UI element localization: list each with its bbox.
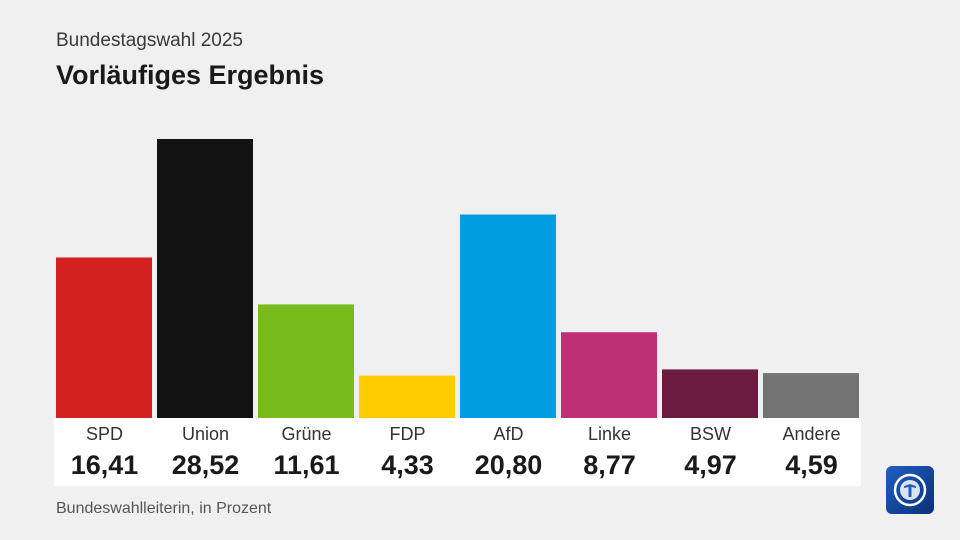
value-label-fdp: 4,33 <box>381 450 434 480</box>
bar-afd <box>460 214 556 418</box>
category-label-union: Union <box>181 424 230 444</box>
bar-union <box>157 139 253 418</box>
source-note: Bundeswahlleiterin, in Prozent <box>56 500 272 517</box>
value-label-bsw: 4,97 <box>684 450 737 480</box>
value-label-linke: 8,77 <box>583 450 636 480</box>
label-panel <box>54 418 861 486</box>
category-label-bsw: BSW <box>689 424 731 444</box>
category-label-andere: Andere <box>782 424 841 444</box>
value-label-union: 28,52 <box>171 450 240 480</box>
bar-bsw <box>662 369 758 418</box>
bar-linke <box>561 332 657 418</box>
bar-fdp <box>359 375 455 418</box>
value-label-gr-ne: 11,61 <box>273 450 340 480</box>
bar-andere <box>763 373 859 418</box>
category-label-afd: AfD <box>493 424 524 444</box>
bar-spd <box>56 257 152 418</box>
bar-gr-ne <box>258 304 354 418</box>
chart-subtitle: Bundestagswahl 2025 <box>56 30 243 51</box>
chart-title: Vorläufiges Ergebnis <box>56 60 325 90</box>
category-label-spd: SPD <box>85 424 123 444</box>
value-label-andere: 4,59 <box>785 450 838 480</box>
category-label-fdp: FDP <box>389 424 426 444</box>
category-label-gr-ne: Grüne <box>281 424 332 444</box>
category-label-linke: Linke <box>587 424 632 444</box>
tagesschau-logo-icon <box>886 466 934 514</box>
value-label-spd: 16,41 <box>70 450 139 480</box>
value-label-afd: 20,80 <box>474 450 543 480</box>
